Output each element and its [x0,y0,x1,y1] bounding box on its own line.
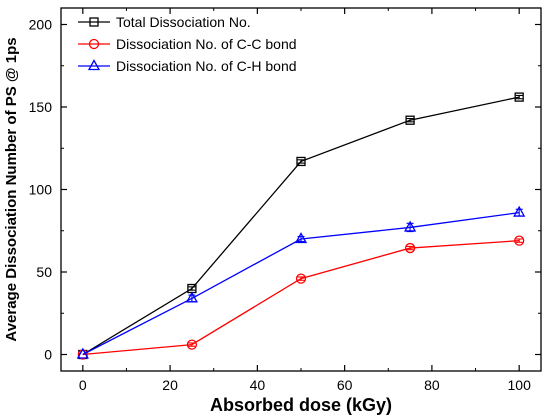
legend-marker [87,59,101,71]
legend-label: Total Dissociation No. [116,14,251,30]
data-point [185,291,199,303]
legend-label: Dissociation No. of C-C bond [116,36,297,52]
data-point [186,339,198,350]
x-tick-label: 80 [424,377,440,393]
x-tick-label: 0 [79,377,87,393]
x-axis-title: Absorbed dose (kGy) [210,395,392,415]
y-tick-label: 0 [44,347,52,363]
plot-area [76,92,526,360]
x-tick-label: 20 [162,377,178,393]
data-point [404,242,416,254]
data-point [296,156,306,167]
legend-item: Dissociation No. of C-H bond [78,58,297,74]
series-line [82,96,520,356]
data-point [403,220,417,232]
y-tick-label: 100 [29,182,53,198]
legend-label: Dissociation No. of C-H bond [116,58,297,74]
data-point [514,92,524,102]
series-line [82,240,520,356]
series-circle [77,235,525,360]
data-point [294,232,308,244]
series-triangle [76,205,526,359]
data-point [405,115,415,125]
data-point [513,205,526,217]
legend-item: Dissociation No. of C-C bond [78,36,297,52]
data-point [295,273,307,284]
y-axis-title: Average Dissociation Number of PS @ 1ps [3,37,20,341]
legend-item: Total Dissociation No. [78,14,251,30]
axes: 0 20 40 60 80 100 0 50 100 150 200 [29,7,542,393]
y-tick-label: 150 [29,99,53,115]
x-tick-label: 40 [250,377,266,393]
x-tick-label: 100 [508,377,532,393]
y-tick-label: 50 [36,264,52,280]
legend-marker [89,17,99,27]
legend: Total Dissociation No. Dissociation No. o… [78,14,297,74]
series-square [78,92,524,360]
data-point [76,347,89,359]
data-point [514,235,525,246]
legend-marker [88,38,100,50]
x-tick-label: 60 [337,377,353,393]
y-tick-label: 200 [29,17,53,33]
